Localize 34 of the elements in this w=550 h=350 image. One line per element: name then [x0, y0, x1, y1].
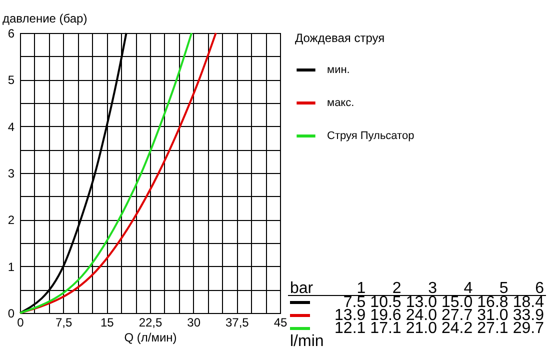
- y-tick-label: 4: [8, 120, 15, 134]
- text: 27.1: [476, 320, 510, 337]
- text: 17.1: [369, 320, 402, 337]
- text: 12.1: [334, 320, 367, 337]
- text: 21.0: [404, 320, 438, 337]
- text: 29.7: [512, 320, 545, 337]
- x-tick-label: 30: [187, 316, 201, 330]
- y-tick-label: 0: [8, 306, 15, 320]
- legend-label: макс.: [327, 97, 354, 109]
- legend-label: мин.: [327, 64, 350, 76]
- x-axis-title: Q (л/мин): [124, 330, 177, 344]
- text: 3: [403, 280, 439, 297]
- y-tick-label: 6: [8, 26, 15, 40]
- x-tick-label: 7,5: [55, 316, 72, 330]
- x-tick-label: 45: [274, 316, 288, 330]
- y-tick-label: 3: [8, 166, 15, 180]
- text: 1: [332, 280, 368, 297]
- text: 24.2: [440, 320, 474, 337]
- x-tick-label: 22,5: [138, 316, 162, 330]
- text: 6: [510, 280, 546, 297]
- x-tick-label: 0: [17, 316, 24, 330]
- text: l/min: [289, 333, 325, 350]
- x-tick-label: 37,5: [225, 316, 250, 330]
- y-axis-title: давление (бар): [2, 12, 88, 26]
- y-tick-label: 5: [8, 73, 15, 88]
- x-tick-label: 15: [100, 316, 114, 330]
- y-tick-label: 2: [8, 213, 15, 228]
- y-tick-label: 1: [8, 260, 15, 274]
- text: bar: [288, 280, 332, 297]
- text: 2: [368, 280, 404, 297]
- legend-title: Дождевая струя: [295, 31, 385, 45]
- text: 4: [438, 280, 475, 297]
- legend-label: Струя Пульсатор: [327, 130, 414, 142]
- text: 5: [474, 280, 510, 297]
